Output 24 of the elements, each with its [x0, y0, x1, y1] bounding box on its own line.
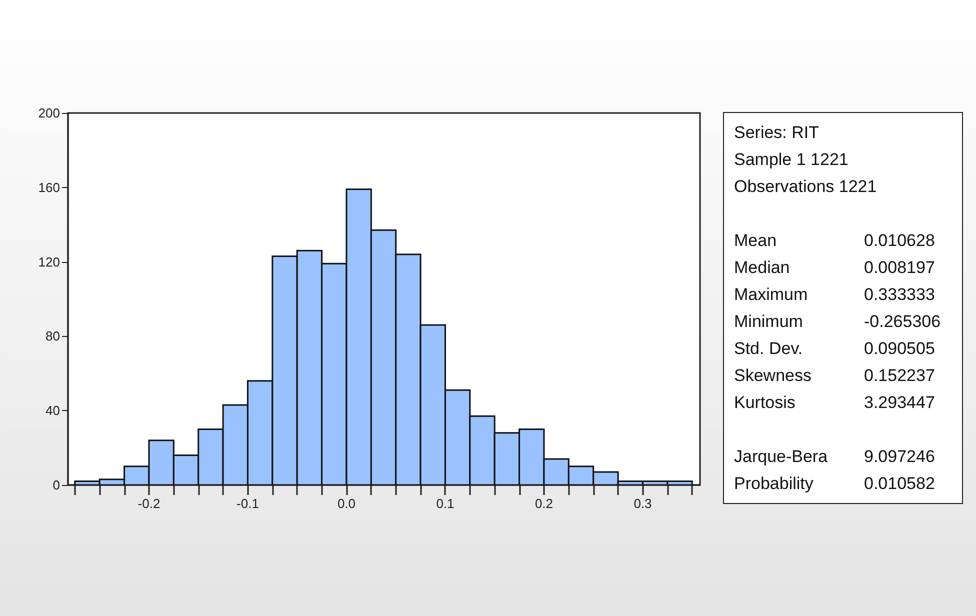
text: Observations 1221	[734, 176, 878, 198]
text: Mean 0.010628	[734, 231, 935, 250]
text: Probability 0.010582	[734, 474, 935, 493]
text: Jarque-Bera 9.097246	[734, 447, 935, 466]
y-tick-label: 160	[38, 180, 60, 195]
text: Kurtosis 3.293447	[734, 393, 935, 412]
x-tick-label: 0.0	[337, 496, 356, 511]
text: Maximum 0.333333	[734, 285, 935, 304]
y-tick-label: 80	[46, 328, 60, 344]
text: Series: RIT	[734, 122, 820, 144]
y-tick-label: 40	[46, 403, 60, 418]
y-tick-label: 120	[38, 254, 60, 270]
x-tick-label: -0.1	[236, 496, 259, 511]
y-tick-label: 200	[38, 106, 60, 120]
text: Sample 1 1221	[734, 149, 850, 171]
text: Median 0.008197	[734, 258, 935, 277]
x-tick-label: 0.3	[634, 496, 652, 511]
x-tick-label: 0.1	[436, 496, 454, 511]
text: Minimum -0.265306	[734, 312, 941, 331]
text: Skewness 0.152237	[734, 366, 935, 385]
y-tick-label: 0	[52, 478, 60, 492]
x-tick-label: -0.2	[138, 496, 160, 511]
x-tick-label: 0.2	[534, 496, 554, 511]
text: Std. Dev. 0.090505	[734, 339, 935, 358]
